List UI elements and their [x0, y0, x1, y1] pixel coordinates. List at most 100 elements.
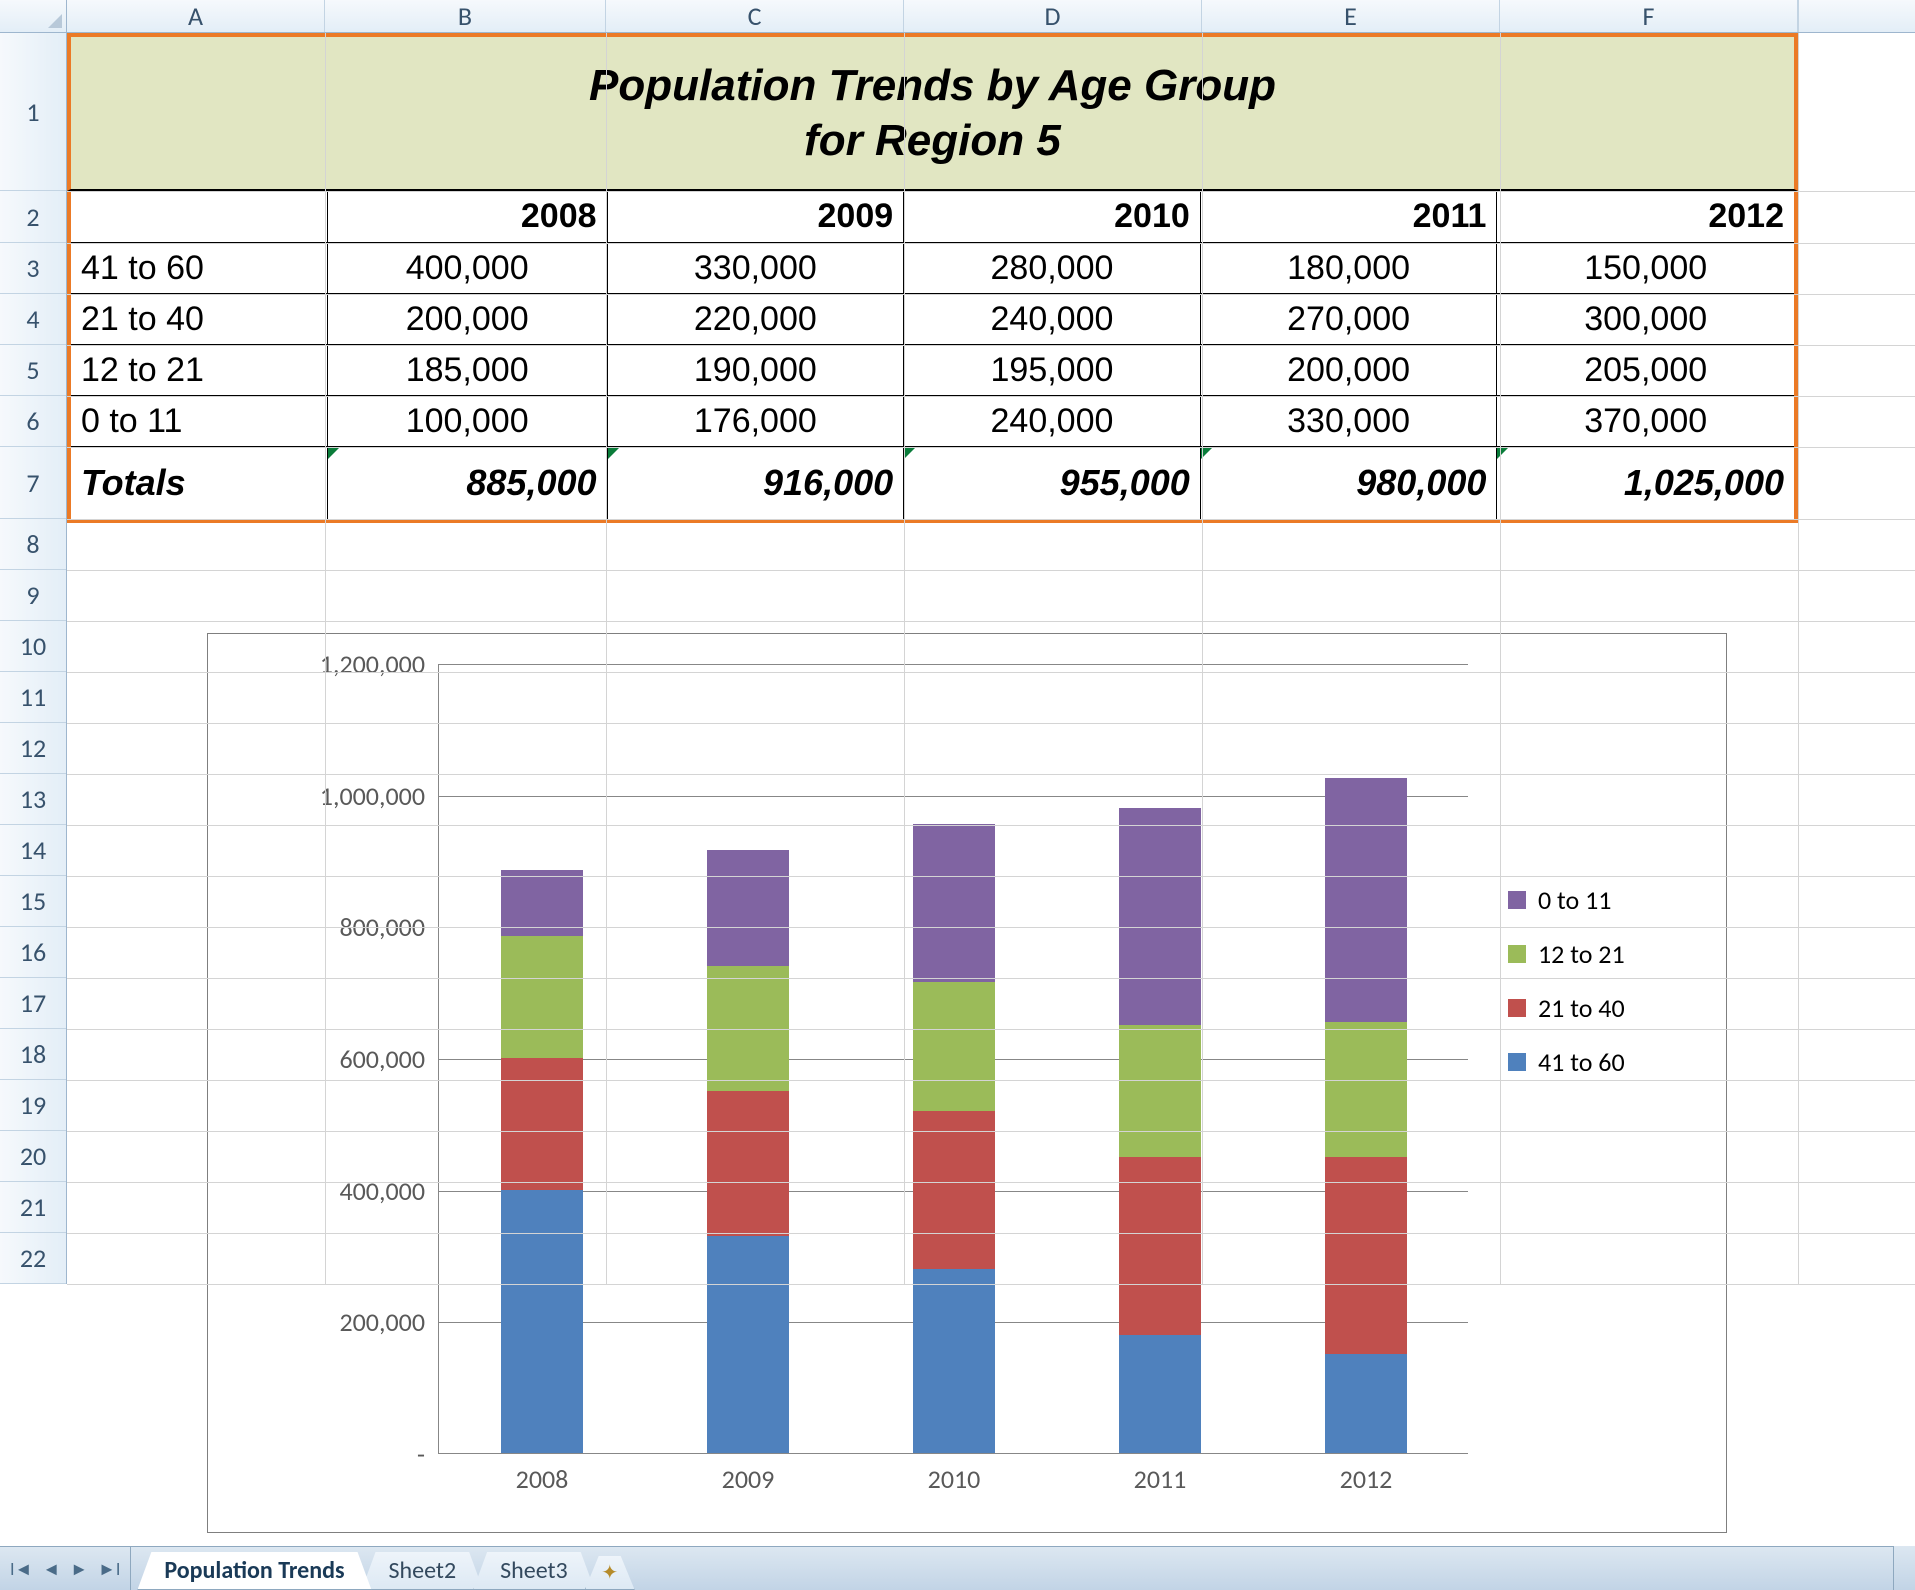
row-header-8[interactable]: 8	[0, 519, 66, 570]
bar-2009[interactable]	[707, 850, 789, 1453]
totals-label[interactable]: Totals	[71, 447, 328, 519]
data-cell[interactable]: 185,000	[328, 345, 608, 396]
data-cell[interactable]: 190,000	[608, 345, 905, 396]
tab-first-icon[interactable]: I◄	[10, 1558, 32, 1580]
y-axis-label: 600,000	[339, 1043, 439, 1075]
legend-swatch	[1508, 945, 1526, 963]
row-header-22[interactable]: 22	[0, 1233, 66, 1284]
year-header-2012[interactable]: 2012	[1497, 191, 1794, 243]
bar-segment	[1325, 1157, 1407, 1355]
row-label[interactable]: 21 to 40	[71, 294, 328, 345]
bar-2012[interactable]	[1325, 778, 1407, 1453]
data-cell[interactable]: 330,000	[608, 243, 905, 294]
legend-label: 12 to 21	[1538, 938, 1625, 970]
row-label[interactable]: 0 to 11	[71, 396, 328, 447]
bar-segment	[913, 1111, 995, 1269]
column-header-D[interactable]: D	[904, 0, 1202, 32]
bar-segment	[1119, 1335, 1201, 1454]
row-header-21[interactable]: 21	[0, 1182, 66, 1233]
totals-cell[interactable]: 980,000	[1201, 447, 1498, 519]
insert-sheet-icon[interactable]: ✦	[585, 1556, 635, 1590]
legend-item[interactable]: 41 to 60	[1508, 1046, 1625, 1078]
legend-label: 0 to 11	[1538, 884, 1611, 916]
row-header-5[interactable]: 5	[0, 345, 66, 396]
row-header-17[interactable]: 17	[0, 978, 66, 1029]
bar-segment	[501, 936, 583, 1058]
column-header-F[interactable]: F	[1500, 0, 1798, 32]
bar-2008[interactable]	[501, 870, 583, 1453]
year-header-2011[interactable]: 2011	[1201, 191, 1498, 243]
row-header-13[interactable]: 13	[0, 774, 66, 825]
sheet-tab[interactable]: Sheet2	[362, 1552, 484, 1590]
title-cell[interactable]: Population Trends by Age Groupfor Region…	[67, 33, 1798, 191]
data-cell[interactable]: 200,000	[328, 294, 608, 345]
chart[interactable]: -200,000400,000600,000800,0001,000,0001,…	[207, 633, 1727, 1533]
year-header-2010[interactable]: 2010	[904, 191, 1201, 243]
data-cell[interactable]: 205,000	[1497, 345, 1794, 396]
data-cell[interactable]: 200,000	[1201, 345, 1498, 396]
cell-A2[interactable]	[71, 191, 328, 243]
row-header-3[interactable]: 3	[0, 243, 66, 294]
data-cell[interactable]: 150,000	[1497, 243, 1794, 294]
year-header-2009[interactable]: 2009	[608, 191, 905, 243]
totals-cell[interactable]: 885,000	[328, 447, 608, 519]
data-cell[interactable]: 176,000	[608, 396, 905, 447]
data-cell[interactable]: 180,000	[1201, 243, 1498, 294]
data-cell[interactable]: 240,000	[904, 294, 1201, 345]
tab-next-icon[interactable]: ►	[70, 1558, 88, 1580]
row-header-20[interactable]: 20	[0, 1131, 66, 1182]
row-header-15[interactable]: 15	[0, 876, 66, 927]
row-header-4[interactable]: 4	[0, 294, 66, 345]
row-header-19[interactable]: 19	[0, 1080, 66, 1131]
data-cell[interactable]: 100,000	[328, 396, 608, 447]
data-cell[interactable]: 220,000	[608, 294, 905, 345]
sheet-tab[interactable]: Sheet3	[473, 1552, 595, 1590]
row-header-18[interactable]: 18	[0, 1029, 66, 1080]
legend-item[interactable]: 21 to 40	[1508, 992, 1625, 1024]
data-cell[interactable]: 300,000	[1497, 294, 1794, 345]
data-cell[interactable]: 270,000	[1201, 294, 1498, 345]
legend-label: 21 to 40	[1538, 992, 1625, 1024]
data-cell[interactable]: 240,000	[904, 396, 1201, 447]
data-cell[interactable]: 330,000	[1201, 396, 1498, 447]
select-all-corner[interactable]	[0, 0, 67, 33]
data-cell[interactable]: 280,000	[904, 243, 1201, 294]
data-cell[interactable]: 195,000	[904, 345, 1201, 396]
column-header-C[interactable]: C	[606, 0, 904, 32]
legend-item[interactable]: 0 to 11	[1508, 884, 1625, 916]
column-header-B[interactable]: B	[325, 0, 606, 32]
row-header-14[interactable]: 14	[0, 825, 66, 876]
totals-cell[interactable]: 955,000	[904, 447, 1201, 519]
sheet-tab[interactable]: Population Trends	[137, 1552, 371, 1590]
row-header-7[interactable]: 7	[0, 447, 66, 519]
totals-cell[interactable]: 1,025,000	[1497, 447, 1794, 519]
legend-item[interactable]: 12 to 21	[1508, 938, 1625, 970]
column-header-A[interactable]: A	[67, 0, 325, 32]
bar-segment	[501, 1190, 583, 1453]
row-header-9[interactable]: 9	[0, 570, 66, 621]
year-header-2008[interactable]: 2008	[328, 191, 608, 243]
row-header-10[interactable]: 10	[0, 621, 66, 672]
data-cell[interactable]: 370,000	[1497, 396, 1794, 447]
x-axis-label: 2010	[928, 1453, 981, 1495]
bar-2010[interactable]	[913, 824, 995, 1453]
x-axis-label: 2012	[1340, 1453, 1393, 1495]
row-header-2[interactable]: 2	[0, 191, 66, 243]
totals-cell[interactable]: 916,000	[608, 447, 905, 519]
data-cell[interactable]: 400,000	[328, 243, 608, 294]
bar-segment	[707, 1236, 789, 1453]
tab-prev-icon[interactable]: ◄	[42, 1558, 60, 1580]
row-label[interactable]: 41 to 60	[71, 243, 328, 294]
data-table[interactable]: 2008200920102011201241 to 60400,000330,0…	[67, 191, 1798, 523]
row-header-11[interactable]: 11	[0, 672, 66, 723]
row-header-16[interactable]: 16	[0, 927, 66, 978]
row-label[interactable]: 12 to 21	[71, 345, 328, 396]
bar-segment	[1325, 1022, 1407, 1157]
column-header-E[interactable]: E	[1202, 0, 1500, 32]
row-header-6[interactable]: 6	[0, 396, 66, 447]
grid-area[interactable]: Population Trends by Age Groupfor Region…	[67, 33, 1915, 1284]
bar-segment	[1119, 808, 1201, 1025]
row-header-12[interactable]: 12	[0, 723, 66, 774]
row-header-1[interactable]: 1	[0, 33, 66, 191]
tab-last-icon[interactable]: ►I	[98, 1558, 120, 1580]
